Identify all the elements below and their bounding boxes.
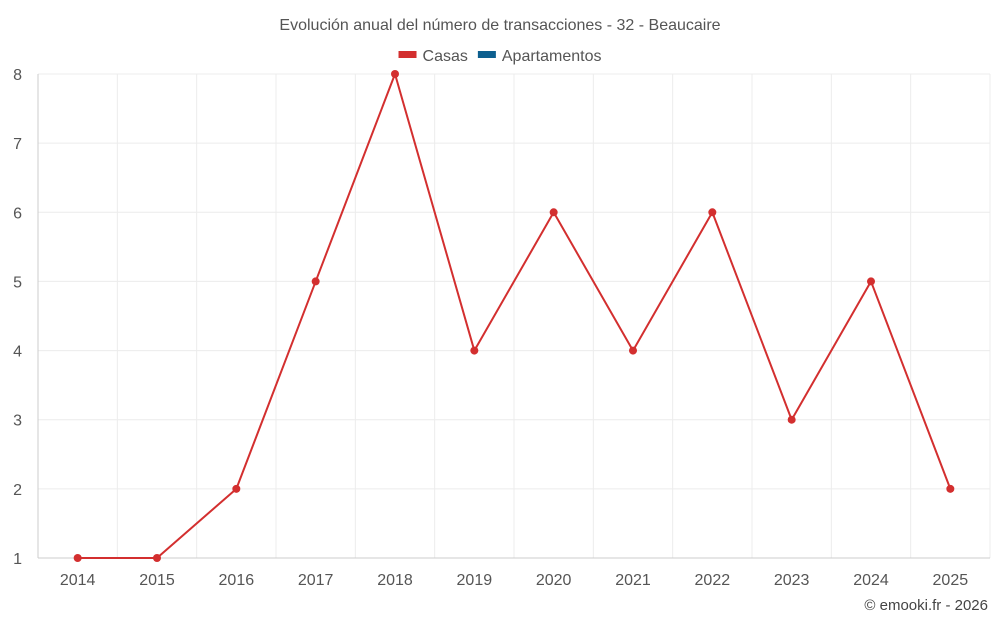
x-tick-label: 2023 xyxy=(774,572,810,589)
data-point xyxy=(232,484,241,493)
data-point xyxy=(867,277,875,286)
series-line-casas xyxy=(77,73,952,559)
data-point xyxy=(946,484,955,493)
x-tick-label: 2019 xyxy=(457,572,493,589)
y-tick-label: 8 xyxy=(13,67,22,84)
x-tick-label: 2015 xyxy=(139,572,175,589)
x-tick-label: 2024 xyxy=(853,572,889,589)
y-tick-label: 5 xyxy=(13,274,22,291)
data-point xyxy=(311,277,320,286)
x-tick-label: 2018 xyxy=(377,572,413,589)
data-point xyxy=(708,208,717,217)
legend-swatch xyxy=(398,51,417,58)
data-point xyxy=(391,70,399,78)
x-tick-label: 2014 xyxy=(60,572,96,589)
chart-title: Evolución anual del número de transaccio… xyxy=(279,17,720,34)
legend-swatch xyxy=(477,51,496,58)
series-layer xyxy=(73,70,955,562)
y-tick-label: 6 xyxy=(13,205,22,222)
legend: Casas Apartamentos xyxy=(398,48,602,65)
x-tick-label: 2025 xyxy=(933,572,969,589)
x-tick-label: 2022 xyxy=(695,572,731,589)
y-tick-label: 1 xyxy=(13,551,22,568)
y-tick-label: 2 xyxy=(13,482,22,499)
data-point xyxy=(549,208,558,217)
legend-item-apartamentos: Apartamentos xyxy=(477,48,602,65)
x-tick-label: 2020 xyxy=(536,572,572,589)
x-tick-label: 2017 xyxy=(298,572,334,589)
y-tick-label: 7 xyxy=(13,136,22,153)
legend-label: Casas xyxy=(423,48,468,65)
credit-text: © emooki.fr - 2026 xyxy=(864,597,988,614)
data-point xyxy=(470,346,479,355)
data-point xyxy=(629,346,637,355)
y-tick-label: 4 xyxy=(13,344,22,361)
y-tick-label: 3 xyxy=(13,413,22,430)
axes: 1 2 3 4 5 6 7 8 2014 2015 2016 2017 2018 2019 2020 2021… xyxy=(13,67,990,589)
x-tick-label: 2016 xyxy=(219,572,255,589)
legend-label: Apartamentos xyxy=(502,48,602,65)
data-point xyxy=(787,415,796,424)
x-tick-label: 2021 xyxy=(615,572,651,589)
grid xyxy=(37,73,991,558)
legend-item-casas: Casas xyxy=(398,48,468,65)
data-point xyxy=(153,554,161,562)
data-point xyxy=(73,554,82,562)
